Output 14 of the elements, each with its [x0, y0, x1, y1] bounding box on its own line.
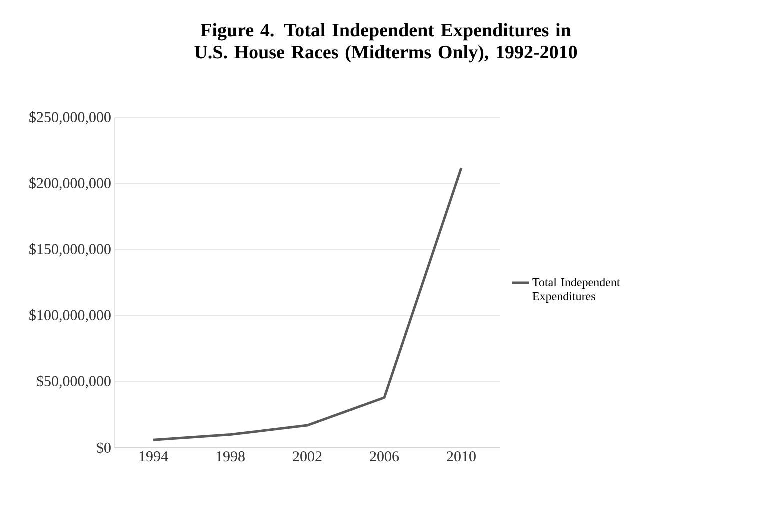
x-tick-label: 2010: [447, 452, 476, 462]
x-tick-label: 2002: [293, 452, 322, 462]
chart-title: Figure 4. Total Independent Expenditures in U.S. House Races (Midterms Only), 1992-2010: [194, 23, 578, 63]
y-tick-label: $100,000,000: [30, 309, 111, 323]
x-tick-label: 1998: [216, 452, 245, 462]
y-tick-label: $250,000,000: [30, 111, 111, 125]
line-series: [152, 166, 463, 442]
y-tick-label: $0: [97, 442, 111, 454]
x-tick-label: 1994: [140, 452, 168, 462]
y-tick-label: $50,000,000: [37, 375, 111, 389]
y-tick-label: $150,000,000: [30, 243, 111, 257]
x-tick-label: 2006: [370, 452, 400, 462]
y-tick-label: $200,000,000: [30, 177, 111, 191]
legend-label: Total Independent Expenditures: [532, 278, 620, 303]
